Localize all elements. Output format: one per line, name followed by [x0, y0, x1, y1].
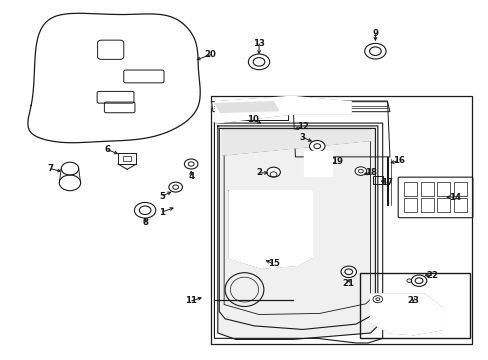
Text: 4: 4 [188, 172, 194, 181]
Bar [314, 153, 320, 160]
Polygon shape [303, 151, 331, 176]
Text: 5: 5 [159, 192, 164, 201]
Bar [453, 182, 466, 196]
Text: 19: 19 [330, 157, 342, 166]
Bar [420, 198, 433, 212]
Bar [210, 96, 471, 344]
Text: 17: 17 [381, 178, 393, 187]
Polygon shape [370, 294, 443, 335]
Circle shape [266, 167, 280, 177]
Circle shape [410, 275, 426, 287]
Circle shape [184, 159, 198, 169]
Bar [123, 156, 131, 162]
Bar [404, 198, 416, 212]
Circle shape [134, 202, 156, 218]
Circle shape [168, 182, 182, 192]
Text: 11: 11 [185, 297, 197, 306]
Bar [306, 162, 312, 168]
Bar [372, 176, 382, 184]
Polygon shape [228, 191, 312, 268]
Bar [453, 198, 466, 212]
Bar [323, 153, 328, 160]
Text: 18: 18 [364, 168, 376, 177]
Circle shape [354, 167, 366, 175]
Circle shape [364, 43, 386, 59]
Text: 2: 2 [256, 168, 262, 177]
Bar [306, 153, 312, 160]
Text: 9: 9 [372, 29, 378, 38]
Circle shape [372, 296, 382, 303]
Text: 21: 21 [342, 279, 354, 288]
Text: 16: 16 [392, 156, 404, 165]
Text: 23: 23 [407, 296, 418, 305]
Bar [437, 198, 449, 212]
Bar [220, 103, 237, 109]
Text: 12: 12 [296, 122, 308, 131]
Bar [323, 162, 328, 168]
Text: 15: 15 [267, 260, 279, 269]
Bar [404, 182, 416, 196]
Text: 14: 14 [448, 193, 461, 202]
Circle shape [309, 140, 325, 152]
Text: 8: 8 [142, 218, 148, 227]
Text: 10: 10 [247, 115, 259, 124]
Text: 22: 22 [426, 271, 438, 280]
Circle shape [248, 54, 269, 70]
Polygon shape [217, 126, 377, 339]
Circle shape [340, 266, 356, 278]
Text: 3: 3 [299, 133, 305, 142]
Bar [420, 182, 433, 196]
Bar [314, 162, 320, 168]
Text: 13: 13 [252, 39, 264, 48]
Bar [437, 182, 449, 196]
Text: 20: 20 [204, 50, 216, 59]
Text: 6: 6 [104, 145, 111, 154]
Text: 7: 7 [47, 164, 54, 173]
Polygon shape [215, 96, 350, 123]
Polygon shape [222, 130, 370, 155]
Text: 1: 1 [159, 207, 165, 216]
Polygon shape [215, 102, 278, 112]
Polygon shape [211, 102, 389, 112]
Bar [359, 273, 469, 338]
